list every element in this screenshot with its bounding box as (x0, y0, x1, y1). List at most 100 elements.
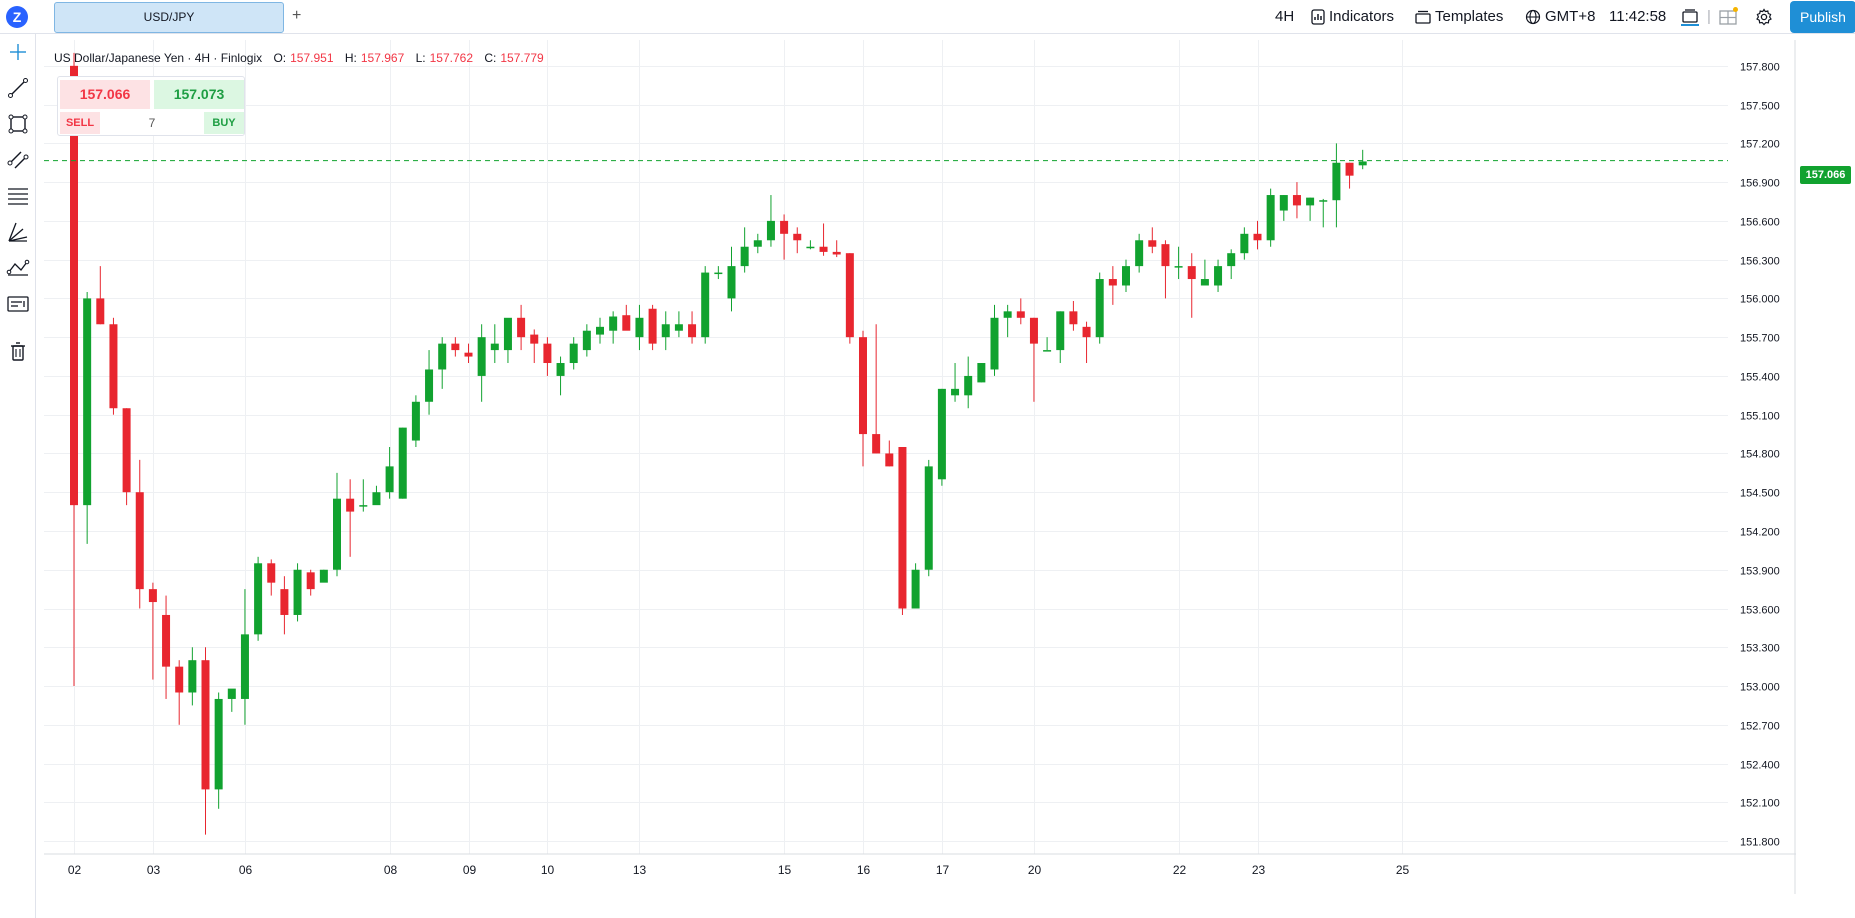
candle-body (1148, 240, 1157, 247)
y-tick-label: 154.200 (1740, 527, 1780, 539)
candle-body (372, 492, 381, 506)
y-tick-label: 154.800 (1740, 449, 1780, 461)
rectangle-icon[interactable] (6, 112, 30, 136)
candle-body (1122, 266, 1130, 286)
candle-body (937, 388, 946, 480)
app-logo-icon[interactable]: Z (6, 6, 28, 28)
candle-body (1332, 162, 1341, 201)
x-tick-label: 09 (463, 863, 477, 877)
sell-button[interactable]: SELL (60, 112, 100, 134)
settings-button[interactable] (1755, 0, 1777, 34)
legend-high-label: H: (344, 51, 357, 65)
trash-icon[interactable] (6, 340, 30, 364)
legend-high-value: 157.967 (360, 51, 405, 65)
x-tick-label: 08 (384, 863, 398, 877)
layout-button[interactable] (1718, 0, 1742, 34)
legend-close-value: 157.779 (500, 51, 544, 65)
candle-body (872, 434, 881, 454)
symbol-tab[interactable]: USD/JPY (54, 2, 284, 33)
buy-button[interactable]: BUY (204, 112, 244, 134)
screenshot-button[interactable] (1680, 0, 1704, 34)
price-axis[interactable]: 157.800 157.500 157.200 156.900 156.600 156.3… (1740, 62, 1780, 849)
candle-body (1082, 326, 1091, 338)
y-tick-label: 155.400 (1740, 372, 1780, 384)
candle-body (503, 317, 512, 351)
x-tick-label: 20 (1028, 863, 1042, 877)
candle-body (1292, 195, 1301, 206)
candle-body (845, 253, 854, 338)
y-tick-label: 157.500 (1740, 101, 1780, 113)
sell-price-button[interactable]: 157.066 (60, 80, 150, 109)
timezone-button[interactable]: GMT+8 (1525, 0, 1595, 34)
indicators-icon (1311, 9, 1325, 25)
add-tab-button[interactable]: + (292, 7, 302, 24)
indicators-label: Indicators (1329, 8, 1395, 25)
candle-body (635, 317, 644, 338)
candle-body (951, 388, 960, 396)
candle-body (1200, 279, 1209, 286)
buy-price-button[interactable]: 157.073 (154, 80, 244, 109)
x-tick-label: 10 (541, 863, 555, 877)
candle-body (1069, 311, 1078, 325)
candle-body (1319, 200, 1328, 202)
candle-body (543, 343, 552, 364)
legend-close-label: C: (484, 51, 497, 65)
pattern-icon[interactable] (6, 256, 30, 280)
fib-icon[interactable] (6, 184, 30, 208)
y-tick-label: 155.100 (1740, 411, 1780, 423)
candle-body (333, 498, 341, 570)
top-toolbar: Z USD/JPY + 4H Indicators Templates GMT+… (0, 0, 1855, 34)
candle-body (293, 569, 302, 615)
candle-body (1253, 233, 1262, 241)
candle-body (859, 337, 867, 435)
drawing-toolbar (0, 34, 36, 918)
x-tick-label: 02 (68, 863, 82, 877)
candle-body (1043, 350, 1052, 352)
candle-body (385, 466, 394, 493)
candle-body (1029, 317, 1038, 344)
candle-body (109, 324, 118, 409)
candle-body (885, 453, 894, 467)
candle-body (122, 408, 131, 493)
candle-body (280, 589, 289, 615)
text-note-icon[interactable] (6, 292, 30, 316)
candle-body (1003, 311, 1012, 318)
y-tick-label: 151.800 (1740, 837, 1780, 849)
pitchfork-icon[interactable] (6, 220, 30, 244)
candle-body (688, 324, 697, 338)
candle-body (582, 330, 591, 351)
templates-button[interactable]: Templates (1415, 0, 1503, 34)
candle-body (780, 220, 789, 234)
candle-body (661, 324, 670, 338)
quantity-input[interactable]: 7 (148, 116, 156, 130)
crosshair-icon[interactable] (6, 40, 30, 64)
candle-body (648, 308, 657, 344)
candle-body (1240, 233, 1249, 254)
candle-body (1135, 240, 1144, 267)
candle-body (267, 563, 276, 583)
channel-icon[interactable] (6, 148, 30, 172)
time-axis[interactable]: 02 03 06 08 09 10 13 15 16 17 20 22 23 25 (68, 863, 1410, 877)
candle-body (1227, 253, 1236, 267)
y-tick-label: 154.500 (1740, 488, 1780, 500)
trendline-icon[interactable] (6, 76, 30, 100)
candle-body (175, 666, 184, 693)
candle-body (1056, 311, 1065, 351)
candle-body (1306, 197, 1315, 206)
candle-body (1279, 195, 1288, 211)
legend-low-value: 157.762 (429, 51, 473, 65)
candle-body (227, 688, 236, 699)
publish-button[interactable]: Publish (1790, 1, 1855, 33)
candle-body (556, 363, 565, 376)
candle-body (1345, 162, 1354, 176)
indicators-button[interactable]: Indicators (1311, 0, 1394, 34)
x-tick-label: 17 (936, 863, 950, 877)
candle-body (464, 352, 473, 357)
candle-body (517, 317, 526, 338)
candle-body (727, 266, 736, 299)
interval-button[interactable]: 4H (1275, 0, 1294, 34)
price-chart[interactable]: 157.800 157.500 157.200 156.900 156.600 156.3… (44, 40, 1796, 894)
candle-body (1161, 244, 1170, 267)
candle-body (70, 65, 78, 506)
candle-body (1108, 279, 1117, 286)
